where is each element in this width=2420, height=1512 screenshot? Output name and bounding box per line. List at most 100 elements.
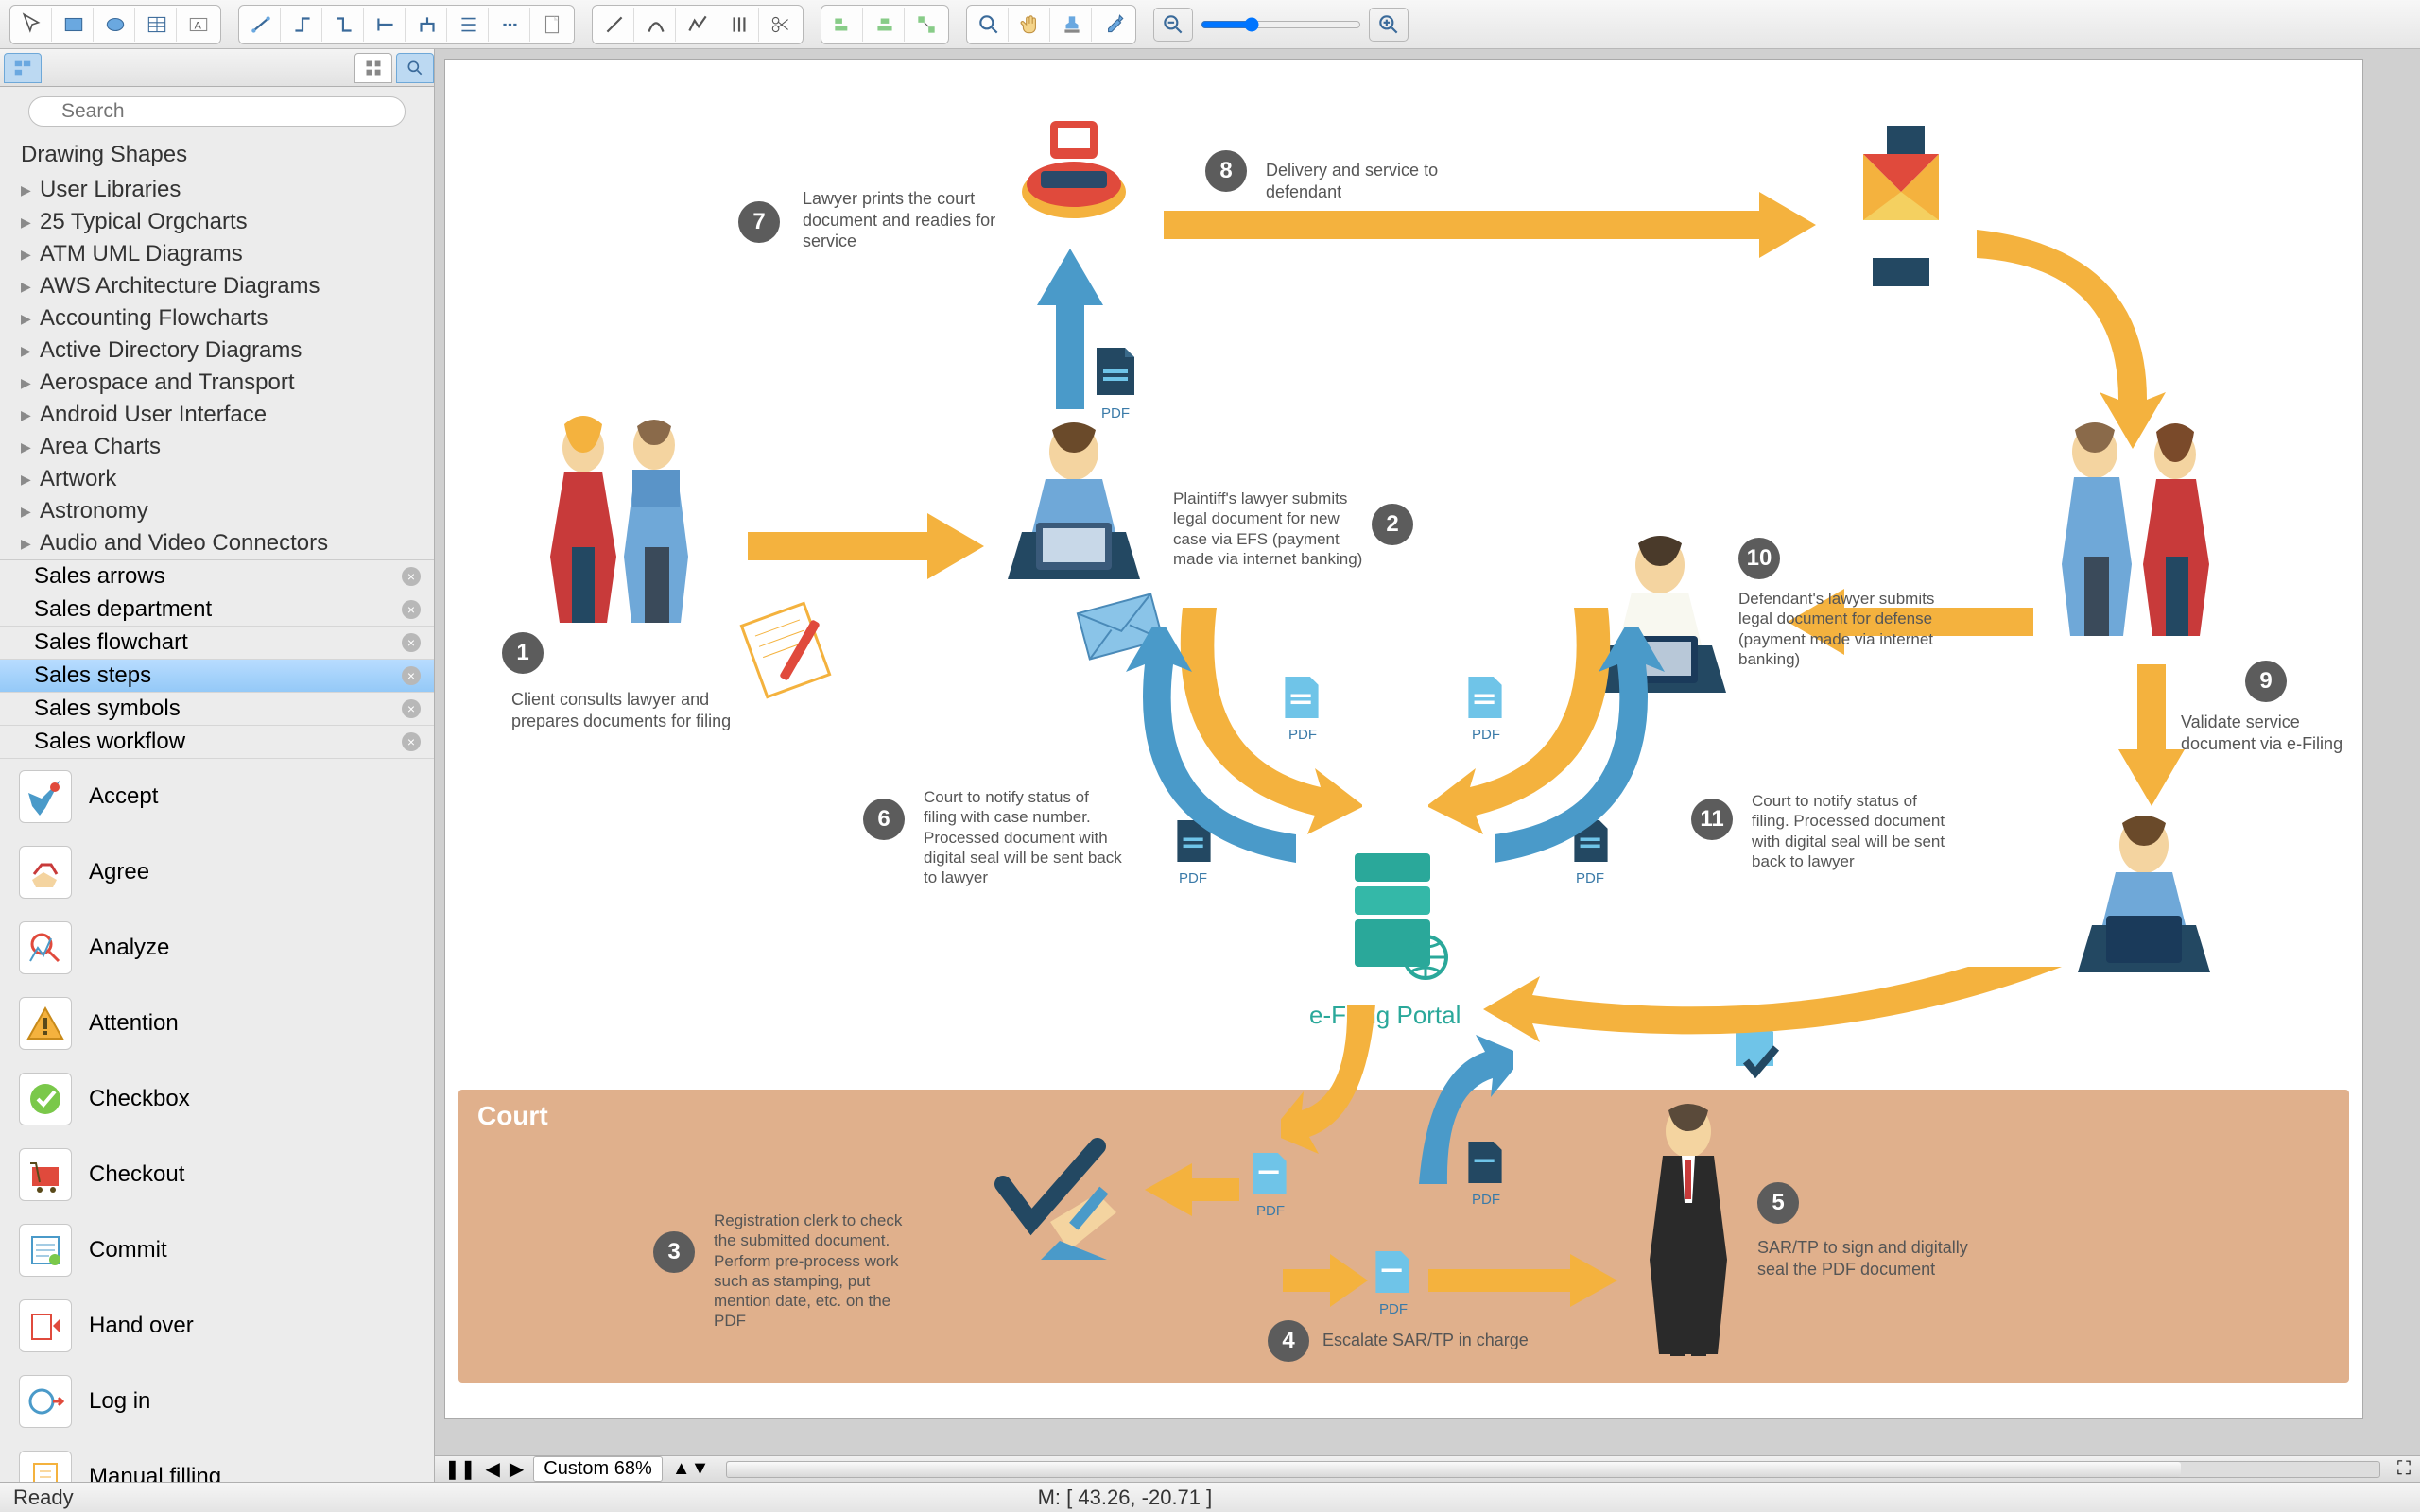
line-tool[interactable] xyxy=(595,8,634,42)
zoom-stepper[interactable]: ▲▼ xyxy=(672,1458,710,1480)
close-tab-icon[interactable]: × xyxy=(402,732,421,751)
drawing-canvas[interactable]: Court e-Filing Portal xyxy=(444,59,2363,1419)
sidebar-tab-tree[interactable] xyxy=(4,53,42,83)
library-item[interactable]: ATM UML Diagrams xyxy=(0,238,434,270)
pdf-label-11: PDF xyxy=(1576,870,1604,886)
scissors-tool[interactable] xyxy=(761,8,801,42)
canvas-scroll[interactable]: Court e-Filing Portal xyxy=(435,49,2420,1455)
fit-icon[interactable]: ⛶ xyxy=(2397,1458,2411,1480)
mouse-coords: M: [ 43.26, -20.71 ] xyxy=(1038,1486,1213,1510)
sales-library-tab[interactable]: Sales steps× xyxy=(0,660,434,693)
arrow-5-3 xyxy=(1145,1163,1239,1216)
arrow-9-portal xyxy=(1476,967,2062,1080)
sales-library-tab[interactable]: Sales department × xyxy=(0,593,434,627)
shape-palette-item[interactable]: Log in xyxy=(0,1364,434,1439)
sidebar-tabs xyxy=(0,49,434,87)
ellipse-tool[interactable] xyxy=(95,8,135,42)
connector-4[interactable] xyxy=(366,8,406,42)
tool-group-view xyxy=(966,5,1136,44)
sidebar-tab-grid[interactable] xyxy=(354,53,392,83)
library-item[interactable]: Aerospace and Transport xyxy=(0,367,434,399)
sales-library-tab[interactable]: Sales flowchart× xyxy=(0,627,434,660)
library-item[interactable]: Audio and Video Connectors xyxy=(0,527,434,559)
library-item[interactable]: Artwork xyxy=(0,463,434,495)
app-root: A xyxy=(0,0,2420,1512)
library-item[interactable]: User Libraries xyxy=(0,174,434,206)
table-tool[interactable] xyxy=(137,8,177,42)
close-tab-icon[interactable]: × xyxy=(402,699,421,718)
pointer-tool[interactable] xyxy=(12,8,52,42)
sales-library-tab[interactable]: Sales workflow × xyxy=(0,726,434,759)
library-item[interactable]: Active Directory Diagrams xyxy=(0,335,434,367)
attention-icon xyxy=(19,997,72,1050)
close-tab-icon[interactable]: × xyxy=(402,600,421,619)
step-text-4: Escalate SAR/TP in charge xyxy=(1322,1330,1529,1351)
zoom-tool[interactable] xyxy=(969,8,1009,42)
pdf-label-3: PDF xyxy=(1256,1203,1285,1219)
sales-library-tab[interactable]: Sales symbols× xyxy=(0,693,434,726)
h-scrollbar[interactable] xyxy=(726,1461,2380,1478)
text-tool[interactable]: A xyxy=(179,8,218,42)
eyedropper-tool[interactable] xyxy=(1094,8,1133,42)
shape-palette-item[interactable]: Commit xyxy=(0,1212,434,1288)
close-tab-icon[interactable]: × xyxy=(402,666,421,685)
shape-palette-item[interactable]: Accept xyxy=(0,759,434,834)
shape-palette-item[interactable]: Checkout xyxy=(0,1137,434,1212)
library-item[interactable]: Android User Interface xyxy=(0,399,434,431)
prev-page-button[interactable]: ◀ xyxy=(486,1457,500,1481)
shape-label: Manual filling xyxy=(89,1464,221,1482)
align-1[interactable] xyxy=(823,8,863,42)
step-badge-10: 10 xyxy=(1738,538,1780,579)
shape-label: Log in xyxy=(89,1388,150,1415)
step-text-1: Client consults lawyer and prepares docu… xyxy=(511,689,738,731)
library-item[interactable]: AWS Architecture Diagrams xyxy=(0,270,434,302)
library-item[interactable]: Accounting Flowcharts xyxy=(0,302,434,335)
shape-palette-item[interactable]: Manual filling xyxy=(0,1439,434,1482)
search-input[interactable] xyxy=(28,96,406,127)
shape-palette-item[interactable]: Analyze xyxy=(0,910,434,986)
zoom-in-button[interactable] xyxy=(1369,8,1409,42)
pdf-label-7: PDF xyxy=(1101,405,1130,421)
sidebar: Drawing Shapes User Libraries25 Typical … xyxy=(0,49,435,1482)
close-tab-icon[interactable]: × xyxy=(402,633,421,652)
next-page-button[interactable]: ▶ xyxy=(510,1457,524,1481)
zoom-range[interactable] xyxy=(1201,17,1361,32)
arrow-2-7 xyxy=(1037,249,1103,409)
portal-server-icon xyxy=(1336,844,1449,1000)
sales-tab-label: Sales workflow xyxy=(34,729,185,755)
shape-palette-item[interactable]: Agree xyxy=(0,834,434,910)
sidebar-tab-search[interactable] xyxy=(396,53,434,83)
connector-5[interactable] xyxy=(407,8,447,42)
sales-tab-label: Sales department xyxy=(34,596,212,623)
library-item[interactable]: Area Charts xyxy=(0,431,434,463)
align-2[interactable] xyxy=(865,8,905,42)
align-3[interactable] xyxy=(907,8,946,42)
connector-3[interactable] xyxy=(324,8,364,42)
page-tool[interactable] xyxy=(532,8,572,42)
stamp-tool[interactable] xyxy=(1052,8,1092,42)
polyline-tool[interactable] xyxy=(678,8,717,42)
library-item[interactable]: Astronomy xyxy=(0,495,434,527)
step-badge-6: 6 xyxy=(863,799,905,840)
zoom-level-box[interactable]: Custom 68% xyxy=(533,1456,663,1482)
shape-palette-item[interactable]: Attention xyxy=(0,986,434,1061)
shape-palette-item[interactable]: Checkbox xyxy=(0,1061,434,1137)
library-item[interactable]: 25 Typical Orgcharts xyxy=(0,206,434,238)
shape-label: Agree xyxy=(89,859,149,885)
arrow-portal-2 xyxy=(1107,627,1305,872)
connector-7[interactable] xyxy=(491,8,530,42)
rect-tool[interactable] xyxy=(54,8,94,42)
close-tab-icon[interactable]: × xyxy=(402,567,421,586)
zoom-out-button[interactable] xyxy=(1153,8,1193,42)
shape-palette-item[interactable]: Hand over xyxy=(0,1288,434,1364)
tool-group-align xyxy=(821,5,949,44)
connector-2[interactable] xyxy=(283,8,322,42)
hand-tool[interactable] xyxy=(1011,8,1050,42)
pause-icon[interactable]: ❚❚ xyxy=(444,1457,476,1481)
sales-library-tab[interactable]: Sales arrows× xyxy=(0,560,434,593)
vlines-tool[interactable] xyxy=(719,8,759,42)
connector-1[interactable] xyxy=(241,8,281,42)
connector-6[interactable] xyxy=(449,8,489,42)
pdf-label-5: PDF xyxy=(1472,1192,1500,1208)
curve-tool[interactable] xyxy=(636,8,676,42)
